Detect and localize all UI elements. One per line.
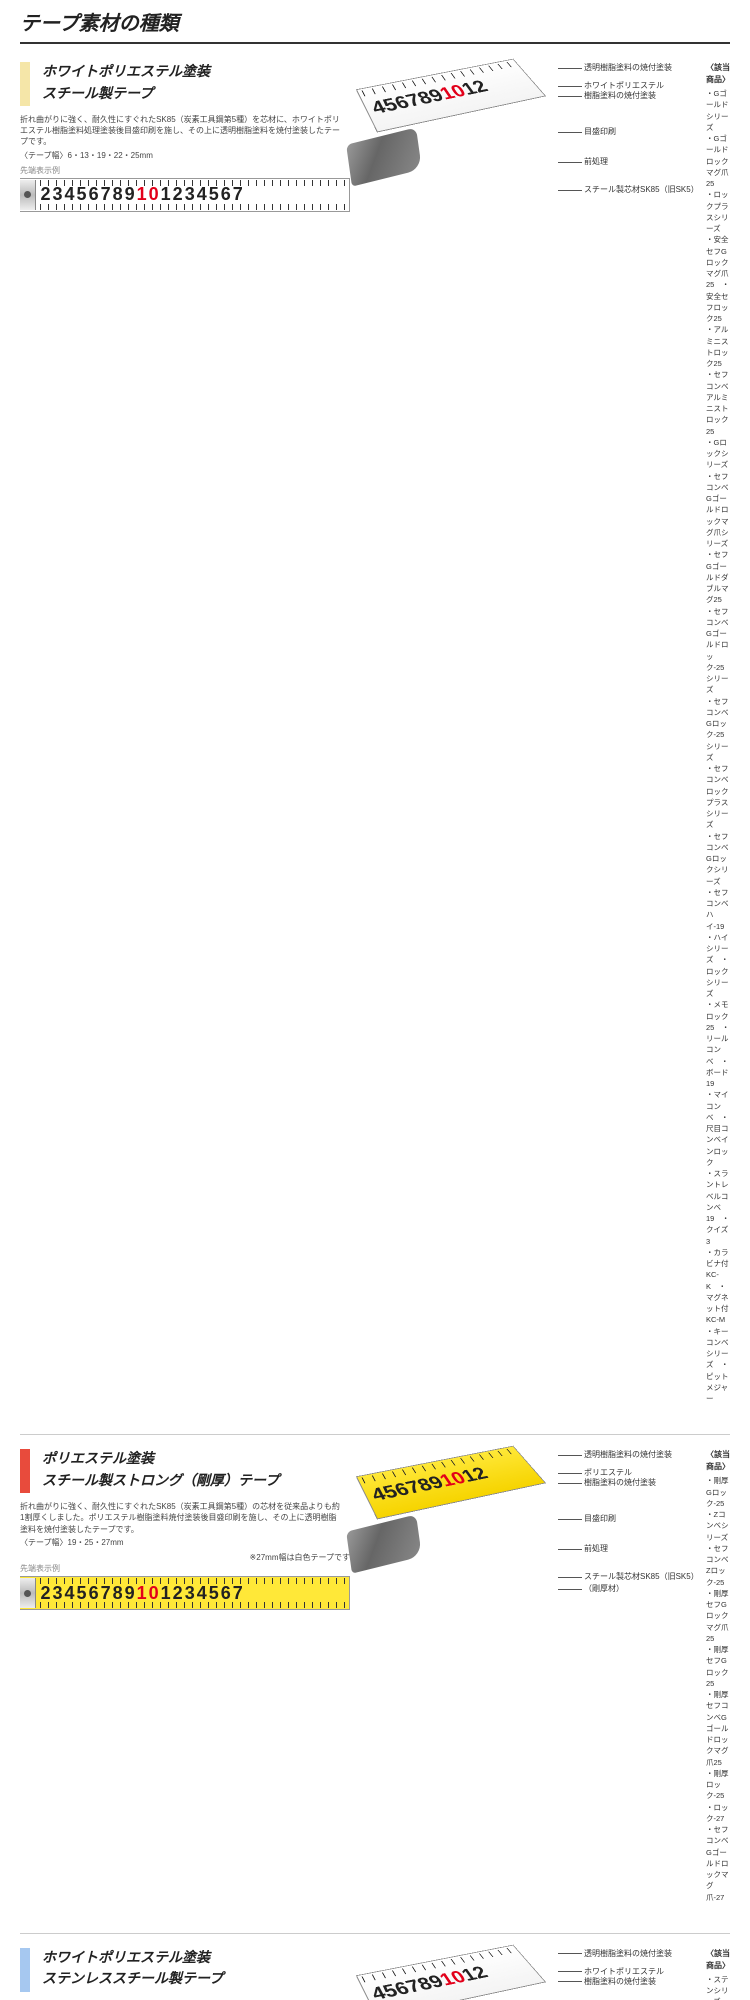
callout-label: 透明樹脂塗料の焼付塗装 [584,1948,672,1959]
product-item: セフコンベハイ-19 [706,887,730,932]
callout-label: スチール製芯材SK85（旧SK5） [584,184,699,195]
tape-widths: 〈テープ幅〉6・13・19・22・25mm [20,150,360,161]
callout-label: 目盛印刷 [584,1513,616,1524]
section-description: 折れ曲がりに強く、耐久性にすぐれたSK85（炭素工具鋼第5種）の芯材を従来品より… [20,1501,340,1535]
section-title-1: ポリエステル塗装 [42,1449,279,1469]
product-item: セフコンベアルミニストロック25 [706,369,730,437]
tape-perspective: 4567891012 [376,62,546,212]
section-divider [20,1434,730,1435]
section-description: 折れ曲がりに強く、耐久性にすぐれたSK85（炭素工具鋼第5種）を芯材に、ホワイト… [20,114,340,148]
callout-label: 樹脂塗料の焼付塗装 [584,1976,656,1987]
callout-label: 目盛印刷 [584,126,616,137]
product-item: Gゴールドロックマグ爪25 [706,133,730,189]
product-item: セフコンベGゴールドロックマグ爪シリーズ [706,471,730,550]
tape-hook-icon [20,1578,36,1608]
callout-label: （剛厚材） [584,1583,624,1594]
tape-perspective: 4567891012 [376,1948,546,2000]
callout-label: 透明樹脂塗料の焼付塗装 [584,62,672,73]
products-list: 〈該当商品〉GゴールドシリーズGゴールドロックマグ爪25ロックプラスシリーズ安全… [706,62,730,1404]
section-title-2: ステンレススチール製テープ [42,1969,223,1989]
products-list: 〈該当商品〉ステンシリーズセフコンベステンロック-25Gステンロックシリーズ [706,1948,730,2000]
section-note: ※27mm幅は白色テープです [20,1552,350,1563]
product-item: 安全セフGロックマグ爪25 ・安全セフロック25 [706,234,730,324]
example-label: 先端表示例 [20,1563,360,1574]
product-item: セフコンベロックプラスシリーズ [706,763,730,831]
product-item: 剛厚セフGロックマグ爪25 [706,1588,730,1644]
product-item: ステンシリーズ [706,1974,730,2000]
product-item: Gゴールドシリーズ [706,88,730,133]
product-item: Zコンベシリーズ [706,1509,730,1543]
product-item: 剛厚セフコンベGゴールドロックマグ爪25 [706,1689,730,1768]
product-item: カラビナ付KC-K ・マグネット付KC-M [706,1247,730,1326]
callouts-group: 透明樹脂塗料の焼付塗装ホワイトポリエステル樹脂塗料の焼付塗装目盛印刷前処理ステン… [556,1948,696,2000]
tape-hook-icon [20,180,36,210]
product-item: マイコンベ ・尺目コンベインロック [706,1089,730,1168]
product-item: 剛厚ロック-25 [706,1768,730,1802]
example-label: 先端表示例 [20,165,360,176]
product-item: メモロック25 ・リールコンベ ・ボード19 [706,999,730,1089]
product-item: セフコンベZロック-25 [706,1543,730,1588]
products-title: 〈該当商品〉 [706,1449,730,1473]
product-item: ロック-27 [706,1802,730,1825]
callout-label: 透明樹脂塗料の焼付塗装 [584,1449,672,1460]
section-title-2: スチール製テープ [42,84,210,104]
product-item: 剛厚セフGロック25 [706,1644,730,1689]
section-title-1: ホワイトポリエステル塗装 [42,62,210,82]
product-item: Gロックシリーズ [706,437,730,471]
tape-ruler: 23456789101234567 [20,178,350,212]
products-title: 〈該当商品〉 [706,1948,730,1972]
tape-widths: 〈テープ幅〉19・25・27mm [20,1537,360,1548]
product-item: アルミニストロック25 [706,324,730,369]
product-item: ハイシリーズ ・ロックシリーズ [706,932,730,1000]
callout-label: 前処理 [584,156,608,167]
product-item: セフコンベGゴールドロックマグ爪-27 [706,1824,730,1903]
callout-label: 樹脂塗料の焼付塗装 [584,90,656,101]
product-item: セフコンベGロックシリーズ [706,831,730,887]
section-title-1: ホワイトポリエステル塗装 [42,1948,223,1968]
callout-label: 前処理 [584,1543,608,1554]
products-list: 〈該当商品〉剛厚Gロック-25ZコンベシリーズセフコンベZロック-25剛厚セフG… [706,1449,730,1903]
product-item: スラントレベルコンベ19 ・クイズ3 [706,1168,730,1247]
callouts-group: 透明樹脂塗料の焼付塗装ホワイトポリエステル樹脂塗料の焼付塗装目盛印刷前処理スチー… [556,62,696,1404]
tape-section: ホワイトポリエステル塗装スチール製テープ折れ曲がりに強く、耐久性にすぐれたSK8… [20,62,730,1404]
callouts-group: 透明樹脂塗料の焼付塗装ポリエステル樹脂塗料の焼付塗装目盛印刷前処理スチール製芯材… [556,1449,696,1903]
product-item: セフコンベGロック-25シリーズ [706,696,730,764]
section-title-2: スチール製ストロング（剛厚）テープ [42,1471,279,1491]
section-divider [20,1933,730,1934]
product-item: 剛厚Gロック-25 [706,1475,730,1509]
product-item: セフコンベGゴールドロック-25シリーズ [706,606,730,696]
page-title: テープ素材の種類 [20,10,730,44]
callout-label: スチール製芯材SK85（旧SK5） [584,1571,699,1582]
tape-section: ホワイトポリエステル塗装ステンレススチール製テープサビにくいステンレススチールを… [20,1948,730,2000]
section-color-bar [20,1449,30,1493]
product-item: ロックプラスシリーズ [706,189,730,234]
section-color-bar [20,1948,30,1992]
product-item: セフGゴールドダブルマグ25 [706,549,730,605]
callout-label: 樹脂塗料の焼付塗装 [584,1477,656,1488]
products-title: 〈該当商品〉 [706,62,730,86]
section-color-bar [20,62,30,106]
product-item: キーコンベシリーズ ・ピットメジャー [706,1326,730,1405]
tape-section: ポリエステル塗装スチール製ストロング（剛厚）テープ折れ曲がりに強く、耐久性にすぐ… [20,1449,730,1903]
tape-ruler: 23456789101234567 [20,1576,350,1610]
tape-perspective: 4567891012 [376,1449,546,1599]
